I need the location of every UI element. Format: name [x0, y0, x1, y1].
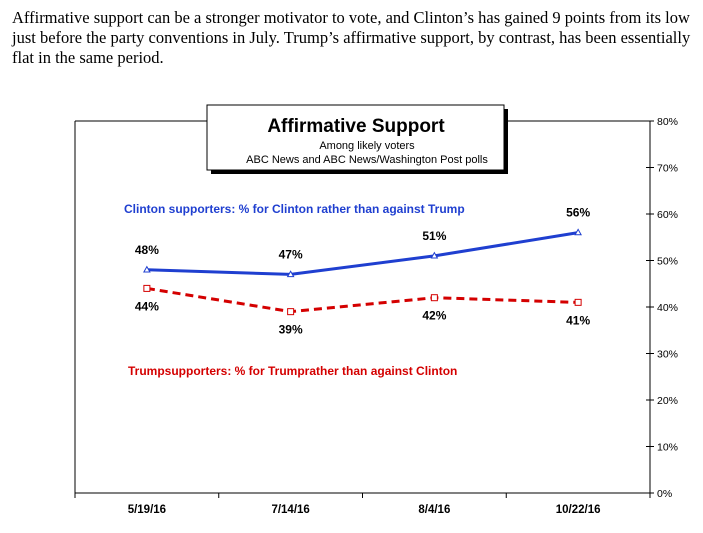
plot-frame [74, 120, 651, 494]
trump-series-line [146, 286, 579, 314]
trump-data-label: 39% [279, 323, 303, 337]
intro-paragraph: Affirmative support can be a stronger mo… [12, 8, 691, 67]
x-tick-label: 5/19/16 [128, 504, 166, 516]
clinton-data-point [430, 251, 439, 259]
y-tick-label: 40% [657, 302, 678, 314]
clinton-data-point [286, 270, 295, 278]
y-tick-label: 70% [657, 163, 678, 175]
y-tick-label: 30% [657, 349, 678, 361]
chart-title: Affirmative Support [267, 116, 445, 137]
trump-data-point [574, 298, 582, 306]
title-box: Affirmative Support Among likely voters … [206, 104, 508, 174]
clinton-data-point [574, 228, 582, 236]
clinton-series-label: Clinton supporters: % for Clinton rather… [124, 202, 465, 216]
y-tick-label: 20% [657, 395, 678, 407]
y-tick-label: 0% [657, 488, 672, 500]
clinton-data-label: 47% [279, 247, 303, 261]
trump-data-label: 41% [566, 313, 590, 327]
x-tick-label: 7/14/16 [271, 504, 309, 516]
trump-data-point [430, 294, 438, 302]
trump-data-point [287, 308, 295, 316]
chart-subtitle: Among likely voters [319, 140, 415, 152]
title-box-panel [206, 104, 505, 171]
x-tick-label: 10/22/16 [556, 504, 601, 516]
x-axis-ticks: 5/19/16 7/14/16 8/4/16 10/22/16 [74, 493, 651, 516]
trump-data-label: 44% [135, 299, 159, 313]
chart-source: ABC News and ABC News/Washington Post po… [246, 154, 488, 166]
trump-data-label: 42% [422, 309, 446, 323]
clinton-data-label: 51% [422, 229, 446, 243]
clinton-data-point [143, 265, 151, 273]
y-tick-label: 10% [657, 442, 678, 454]
y-tick-label: 80% [657, 116, 678, 128]
series-layer: 48% 47% 51% 56% 44% 39% 42% 41% [135, 206, 591, 337]
trump-data-point [143, 284, 151, 292]
trump-series-label: Trumpsupporters: % for Trumprather than … [128, 364, 457, 378]
clinton-data-label: 48% [135, 243, 159, 257]
x-tick-label: 8/4/16 [418, 504, 450, 516]
y-tick-label: 60% [657, 209, 678, 221]
clinton-data-label: 56% [566, 206, 590, 220]
clinton-series-line [146, 231, 579, 276]
y-tick-label: 50% [657, 256, 678, 268]
y-axis-ticks: 0% 10% 20% 30% 40% 50% 60% 70% 80% [646, 116, 678, 500]
